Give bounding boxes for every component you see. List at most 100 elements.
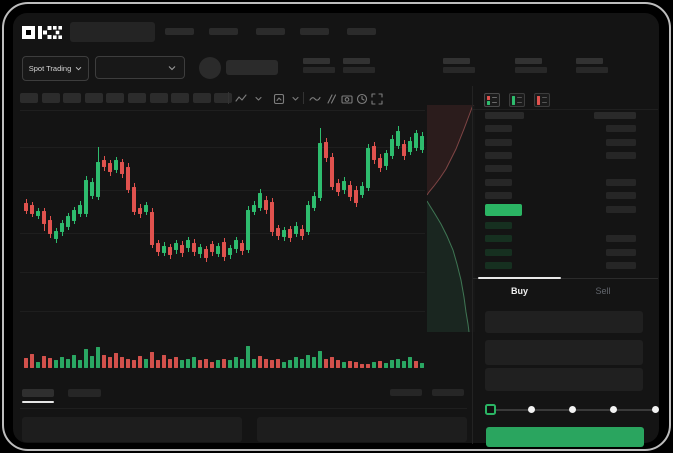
gridline xyxy=(20,233,425,234)
volume-bar xyxy=(264,359,268,368)
slider-stop[interactable] xyxy=(569,406,576,413)
stat-value-skeleton xyxy=(515,67,547,73)
orderbook-row-skeleton xyxy=(485,152,512,159)
candlestick xyxy=(318,143,322,198)
candlestick xyxy=(48,220,52,234)
candlestick xyxy=(360,186,364,195)
stat-value-skeleton xyxy=(303,67,335,73)
volume-chart xyxy=(20,345,425,368)
volume-bar xyxy=(354,362,358,368)
volume-bar xyxy=(192,357,196,368)
candlestick-chart[interactable] xyxy=(20,110,425,345)
bottom-tab-skeleton[interactable] xyxy=(68,389,101,397)
order-price-field[interactable] xyxy=(485,311,643,333)
spot-trading-selector[interactable]: Spot Trading xyxy=(22,56,89,81)
order-total-field[interactable] xyxy=(485,368,643,391)
bottom-action-skeleton[interactable] xyxy=(390,389,422,396)
candlestick xyxy=(300,229,304,236)
order-amount-field[interactable] xyxy=(485,340,643,365)
bottom-tab-active-skeleton[interactable] xyxy=(22,389,54,397)
fullscreen-icon[interactable] xyxy=(370,92,383,105)
chevron-down-icon[interactable] xyxy=(252,92,265,105)
volume-bar xyxy=(276,359,280,368)
orderbook[interactable] xyxy=(473,110,658,277)
header-search-skeleton[interactable] xyxy=(70,22,155,42)
pair-name-skeleton xyxy=(226,60,278,75)
timeframe-button-skeleton[interactable] xyxy=(192,93,211,103)
nav-item-skeleton[interactable] xyxy=(256,28,285,35)
camera-icon[interactable] xyxy=(340,92,353,105)
slider-stop[interactable] xyxy=(610,406,618,413)
orderbook-row-skeleton xyxy=(485,249,512,256)
volume-bar xyxy=(240,359,244,368)
volume-bar xyxy=(156,360,160,368)
slider-stop[interactable] xyxy=(651,406,659,413)
timeframe-button-skeleton[interactable] xyxy=(128,93,146,103)
volume-bar xyxy=(318,351,322,368)
orderbook-row-skeleton xyxy=(485,262,512,269)
slider-stop[interactable] xyxy=(527,406,535,413)
candlestick xyxy=(216,246,220,254)
candle-type-icon[interactable] xyxy=(234,92,247,105)
pair-dropdown[interactable] xyxy=(95,56,185,79)
candlestick xyxy=(342,181,346,190)
orderbook-bids-icon[interactable] xyxy=(509,93,525,107)
candlestick xyxy=(42,211,46,224)
candlestick xyxy=(294,226,298,234)
amount-slider[interactable] xyxy=(484,403,661,416)
orderbook-asks-icon[interactable] xyxy=(534,93,550,107)
volume-bar xyxy=(144,359,148,368)
candlestick xyxy=(324,142,328,158)
nav-item-skeleton[interactable] xyxy=(165,28,194,35)
chevron-down-icon[interactable] xyxy=(289,92,302,105)
candlestick xyxy=(96,162,100,197)
history-clock-icon[interactable] xyxy=(355,92,368,105)
timeframe-button-skeleton[interactable] xyxy=(171,93,190,103)
okx-logo-icon[interactable] xyxy=(22,25,62,40)
toolbar-divider xyxy=(20,110,425,111)
volume-bar xyxy=(252,359,256,368)
buy-submit-button[interactable] xyxy=(486,427,644,447)
candlestick xyxy=(162,246,166,253)
compare-icon[interactable] xyxy=(324,92,337,105)
toolbar-separator xyxy=(303,92,304,104)
coin-avatar[interactable] xyxy=(199,57,221,79)
volume-bar xyxy=(198,360,202,368)
line-tool-icon[interactable] xyxy=(308,92,321,105)
timeframe-button-skeleton[interactable] xyxy=(20,93,38,103)
timeframe-button-skeleton[interactable] xyxy=(84,93,103,103)
volume-bar xyxy=(312,357,316,368)
nav-item-skeleton[interactable] xyxy=(209,28,238,35)
orderbook-header-skeleton xyxy=(485,112,524,119)
timeframe-button-skeleton[interactable] xyxy=(63,93,82,103)
timeframe-button-skeleton[interactable] xyxy=(41,93,60,103)
orderbook-price-bar[interactable] xyxy=(485,204,522,216)
market-stat-skeleton xyxy=(576,58,608,73)
nav-item-skeleton[interactable] xyxy=(300,28,329,35)
volume-bar xyxy=(336,360,340,368)
tab-buy[interactable]: Buy xyxy=(478,283,561,299)
nav-item-skeleton[interactable] xyxy=(347,28,376,35)
candlestick xyxy=(60,223,64,232)
candlestick xyxy=(258,193,262,208)
volume-bar xyxy=(84,349,88,368)
indicators-icon[interactable] xyxy=(272,92,285,105)
orderbook-row-skeleton xyxy=(485,179,512,186)
candlestick xyxy=(174,243,178,250)
stat-value-skeleton xyxy=(576,67,608,73)
tab-sell[interactable]: Sell xyxy=(561,283,645,299)
bottom-tab-underline xyxy=(22,401,54,403)
orderbook-both-icon[interactable] xyxy=(484,93,500,107)
candlestick xyxy=(390,139,394,156)
bottom-action-skeleton[interactable] xyxy=(432,389,464,396)
volume-bar xyxy=(138,356,142,368)
candlestick xyxy=(282,230,286,237)
timeframe-button-skeleton[interactable] xyxy=(214,93,233,103)
slider-handle[interactable] xyxy=(484,403,496,415)
orderbook-row-skeleton xyxy=(606,249,636,256)
volume-bar xyxy=(216,360,220,368)
volume-bar xyxy=(420,363,424,368)
timeframe-button-skeleton[interactable] xyxy=(106,93,125,103)
orderbook-row-skeleton xyxy=(606,235,636,242)
timeframe-button-skeleton[interactable] xyxy=(149,93,168,103)
